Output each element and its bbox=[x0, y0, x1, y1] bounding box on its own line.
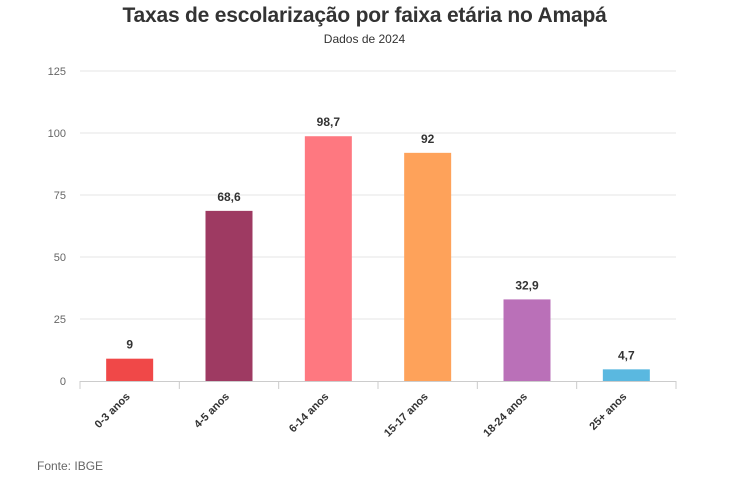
source-note: Fonte: IBGE bbox=[37, 459, 104, 473]
x-axis-ticks: 0-3 anos 4-5 anos 6-14 anos 15-17 anos 18-24… bbox=[93, 391, 630, 440]
chart-subtitle: Dados de 2024 bbox=[323, 32, 406, 46]
x-tick-label: 18-24 anos bbox=[481, 391, 530, 440]
chart-title: Taxas de escolarização por faixa etária … bbox=[122, 4, 607, 27]
x-tick-label: 0-3 anos bbox=[93, 391, 133, 431]
value-label: 32,9 bbox=[515, 278, 539, 292]
x-tick-label: 4-5 anos bbox=[192, 391, 232, 431]
bar bbox=[404, 152, 452, 381]
y-axis-ticks: 0 25 50 75 100 125 bbox=[48, 66, 66, 388]
bar bbox=[205, 210, 253, 381]
value-label: 68,6 bbox=[217, 190, 241, 204]
gridlines bbox=[80, 70, 676, 320]
bars bbox=[106, 136, 650, 381]
value-label: 4,7 bbox=[618, 348, 635, 362]
bar bbox=[106, 358, 154, 381]
y-tick-label: 0 bbox=[60, 376, 66, 388]
y-tick-label: 100 bbox=[48, 128, 66, 140]
x-tick-label: 15-17 anos bbox=[382, 391, 431, 440]
value-labels: 9 68,6 98,7 92 32,9 4,7 bbox=[126, 115, 635, 362]
x-tick-label: 6-14 anos bbox=[287, 391, 331, 435]
value-label: 9 bbox=[126, 338, 133, 352]
y-tick-label: 125 bbox=[48, 66, 66, 78]
y-tick-label: 50 bbox=[54, 252, 66, 264]
y-tick-label: 75 bbox=[54, 190, 66, 202]
x-tick-label: 25+ anos bbox=[587, 391, 629, 433]
bar bbox=[602, 369, 650, 381]
bar bbox=[304, 136, 352, 381]
y-tick-label: 25 bbox=[54, 314, 66, 326]
bar bbox=[503, 299, 551, 381]
x-axis bbox=[79, 381, 677, 389]
value-label: 92 bbox=[421, 132, 435, 146]
value-label: 98,7 bbox=[317, 115, 341, 129]
